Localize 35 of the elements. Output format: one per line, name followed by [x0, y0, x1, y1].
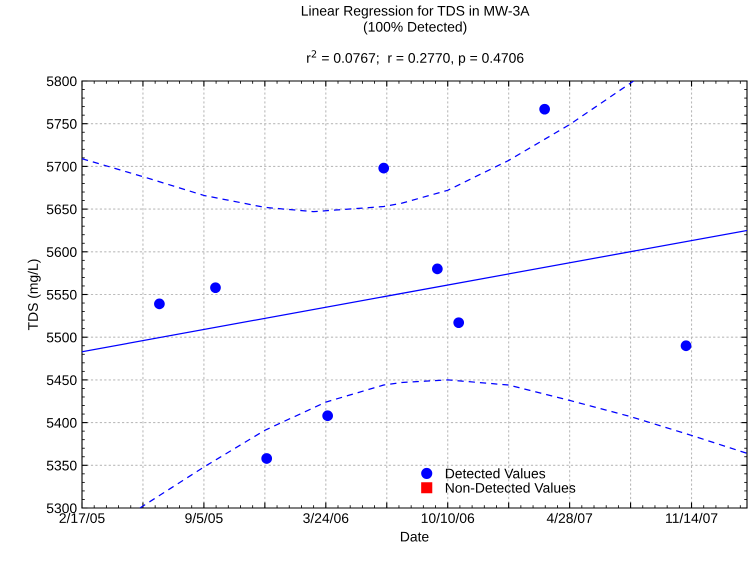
- y-tick-label: 5600: [46, 247, 77, 257]
- point: [322, 410, 333, 422]
- legend-label: Non-Detected Values: [446, 482, 576, 493]
- y-tick-label: 5300: [46, 503, 77, 514]
- y-tick-label: 5400: [46, 418, 77, 428]
- y-tick-label: 5350: [46, 460, 77, 470]
- line-series: [82, 81, 634, 212]
- point: [453, 317, 464, 328]
- x-tick-label: 9/5/05: [185, 512, 223, 524]
- x-tick-label: 11/14/07: [666, 512, 718, 524]
- point: [378, 162, 390, 174]
- y-axis-title: TDS (mg/L): [28, 259, 41, 330]
- point: [680, 340, 692, 352]
- x-tick-label: 10/10/06: [422, 512, 474, 524]
- y-tick-label: 5450: [46, 375, 77, 386]
- y-tick-label: 5550: [46, 290, 77, 300]
- y-tick-label: 5700: [46, 162, 77, 172]
- chart-subtitle: (100% Detected): [364, 22, 466, 34]
- line-series: [139, 379, 747, 508]
- point: [210, 282, 221, 294]
- y-tick-label: 5750: [46, 119, 77, 129]
- legend-label: Detected Values: [446, 468, 546, 478]
- y-tick-label: 5650: [46, 204, 77, 214]
- point: [432, 264, 443, 274]
- x-tick-label: 2/17/05: [60, 512, 105, 524]
- point: [539, 104, 550, 115]
- point: [154, 298, 165, 310]
- x-tick-label: 4/28/07: [546, 512, 592, 524]
- x-axis-title: Date: [400, 532, 429, 542]
- y-tick-label: 5800: [46, 76, 77, 86]
- x-tick-label: 3/24/06: [303, 512, 348, 524]
- point: [261, 453, 272, 464]
- chart-title: Linear Regression for TDS in MW-3A: [302, 6, 530, 18]
- y-tick-label: 5500: [46, 332, 77, 342]
- text: r$^{2}$ = 0.0767; r = 0.2770, p = 0.4706: [307, 50, 524, 66]
